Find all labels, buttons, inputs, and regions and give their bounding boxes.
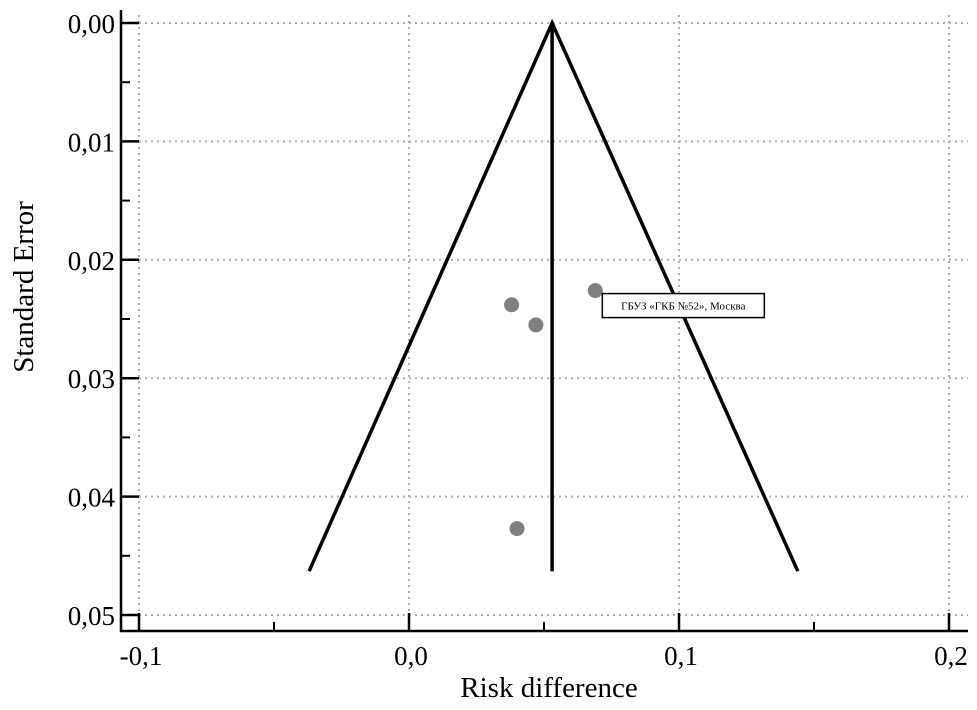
tick-labels: 0,00 0,01 0,02 0,03 0,04 0,05-0,1 0,0 0,1 0,2 xyxy=(68,9,968,671)
data-point xyxy=(509,521,525,537)
x-tick-label: 0,2 xyxy=(934,641,968,671)
y-tick-label: 0,04 xyxy=(68,483,116,513)
funnel-lines xyxy=(307,18,800,572)
y-tick-label: 0,03 xyxy=(68,364,115,394)
x-tick-label: 0,0 xyxy=(394,641,428,671)
axes xyxy=(119,10,968,633)
annotation-label: ГБУЗ «ГКБ №52», Москва xyxy=(621,301,746,313)
annotation-box xyxy=(601,292,766,319)
x-axis-label: Risk difference xyxy=(460,672,637,704)
data-point xyxy=(528,317,544,333)
data-points: ГБУЗ «ГКБ №52», Москва xyxy=(504,283,766,537)
data-point xyxy=(587,283,603,299)
y-axis-label: Standard Error xyxy=(8,201,40,373)
y-tick-label: 0,00 xyxy=(68,9,115,39)
data-point xyxy=(504,297,520,313)
y-tick-label: 0,05 xyxy=(68,601,115,631)
grid xyxy=(121,15,968,631)
y-tick-label: 0,01 xyxy=(68,127,115,157)
y-tick-label: 0,02 xyxy=(68,246,115,276)
x-tick-label: -0,1 xyxy=(120,641,163,671)
x-tick-label: 0,1 xyxy=(664,641,698,671)
